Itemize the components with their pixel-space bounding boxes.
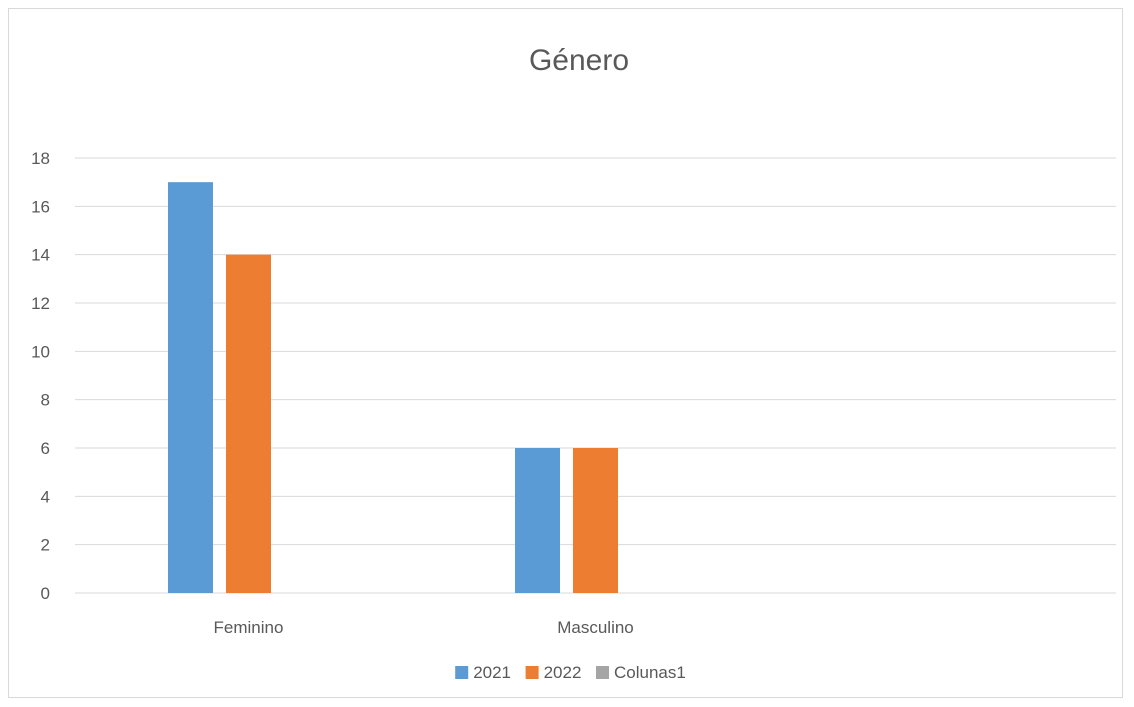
legend-swatch-Colunas1 (596, 666, 609, 679)
legend-label: Colunas1 (614, 663, 686, 682)
y-tick-label: 14 (31, 246, 50, 265)
x-tick-label: Feminino (214, 618, 284, 637)
bar-2021-Feminino (168, 182, 213, 593)
bar-2022-Masculino (573, 448, 618, 593)
legend-label: 2022 (544, 663, 582, 682)
y-tick-label: 6 (41, 439, 50, 458)
legend: 2021 2022 Colunas1 (455, 663, 686, 682)
y-tick-label: 2 (41, 536, 50, 555)
y-tick-label: 10 (31, 342, 50, 361)
bar-2022-Feminino (226, 254, 271, 593)
y-tick-label: 12 (31, 294, 50, 313)
y-tick-label: 16 (31, 197, 50, 216)
chart-title: Género (529, 44, 629, 77)
legend-label: 2021 (473, 663, 511, 682)
bars (168, 182, 618, 593)
y-tick-label: 18 (31, 149, 50, 168)
y-axis-ticks: 0 2 4 6 8 10 12 14 16 18 (31, 149, 50, 603)
y-tick-label: 0 (41, 584, 50, 603)
y-tick-label: 8 (41, 391, 50, 410)
bar-2021-Masculino (515, 448, 560, 593)
x-axis-ticks: Feminino Masculino (214, 618, 634, 637)
legend-swatch-2021 (455, 666, 469, 679)
x-tick-label: Masculino (557, 618, 634, 637)
y-tick-label: 4 (41, 487, 50, 506)
legend-swatch-2022 (525, 666, 539, 679)
